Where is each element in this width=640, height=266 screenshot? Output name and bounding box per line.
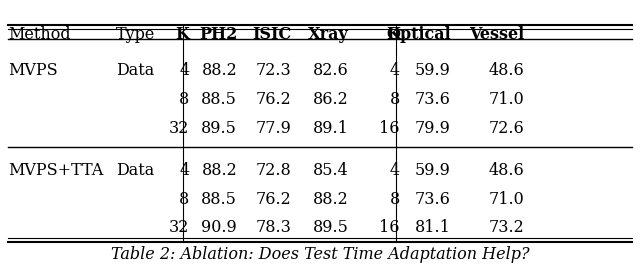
- Text: 8: 8: [179, 191, 189, 208]
- Text: 73.6: 73.6: [415, 191, 451, 208]
- Text: 81.1: 81.1: [415, 219, 451, 236]
- Text: 72.6: 72.6: [488, 120, 524, 137]
- Text: 8: 8: [389, 191, 399, 208]
- Text: Data: Data: [116, 62, 154, 79]
- Text: 88.5: 88.5: [202, 91, 237, 108]
- Text: Optical: Optical: [386, 26, 451, 43]
- Text: 77.9: 77.9: [255, 120, 291, 137]
- Text: 86.2: 86.2: [313, 91, 349, 108]
- Text: 16: 16: [379, 120, 399, 137]
- Text: 4: 4: [179, 162, 189, 179]
- Text: 88.2: 88.2: [202, 62, 237, 79]
- Text: 73.6: 73.6: [415, 91, 451, 108]
- Text: 4: 4: [390, 62, 399, 79]
- Text: MVPS+TTA: MVPS+TTA: [8, 162, 103, 179]
- Text: 88.2: 88.2: [202, 162, 237, 179]
- Text: 8: 8: [389, 91, 399, 108]
- Text: 76.2: 76.2: [255, 91, 291, 108]
- Text: 59.9: 59.9: [415, 162, 451, 179]
- Text: 32: 32: [169, 120, 189, 137]
- Text: 82.6: 82.6: [313, 62, 349, 79]
- Text: 89.5: 89.5: [313, 219, 349, 236]
- Text: 48.6: 48.6: [488, 62, 524, 79]
- Text: 78.3: 78.3: [255, 219, 291, 236]
- Text: 4: 4: [179, 62, 189, 79]
- Text: 48.6: 48.6: [488, 162, 524, 179]
- Text: 76.2: 76.2: [255, 191, 291, 208]
- Text: Xray: Xray: [308, 26, 349, 43]
- Text: 88.5: 88.5: [202, 191, 237, 208]
- Text: K: K: [386, 26, 399, 43]
- Text: PH2: PH2: [199, 26, 237, 43]
- Text: 59.9: 59.9: [415, 62, 451, 79]
- Text: 73.2: 73.2: [488, 219, 524, 236]
- Text: 32: 32: [169, 219, 189, 236]
- Text: 71.0: 71.0: [488, 91, 524, 108]
- Text: Data: Data: [116, 162, 154, 179]
- Text: 85.4: 85.4: [313, 162, 349, 179]
- Text: Vessel: Vessel: [468, 26, 524, 43]
- Text: ISIC: ISIC: [252, 26, 291, 43]
- Text: Table 2: Ablation: Does Test Time Adaptation Help?: Table 2: Ablation: Does Test Time Adapta…: [111, 246, 529, 263]
- Text: Type: Type: [116, 26, 156, 43]
- Text: 8: 8: [179, 91, 189, 108]
- Text: 16: 16: [379, 219, 399, 236]
- Text: Method: Method: [8, 26, 70, 43]
- Text: 72.3: 72.3: [255, 62, 291, 79]
- Text: 72.8: 72.8: [255, 162, 291, 179]
- Text: 89.1: 89.1: [313, 120, 349, 137]
- Text: 71.0: 71.0: [488, 191, 524, 208]
- Text: K: K: [175, 26, 189, 43]
- Text: MVPS: MVPS: [8, 62, 58, 79]
- Text: 4: 4: [390, 162, 399, 179]
- Text: 89.5: 89.5: [202, 120, 237, 137]
- Text: 88.2: 88.2: [313, 191, 349, 208]
- Text: 90.9: 90.9: [202, 219, 237, 236]
- Text: 79.9: 79.9: [415, 120, 451, 137]
